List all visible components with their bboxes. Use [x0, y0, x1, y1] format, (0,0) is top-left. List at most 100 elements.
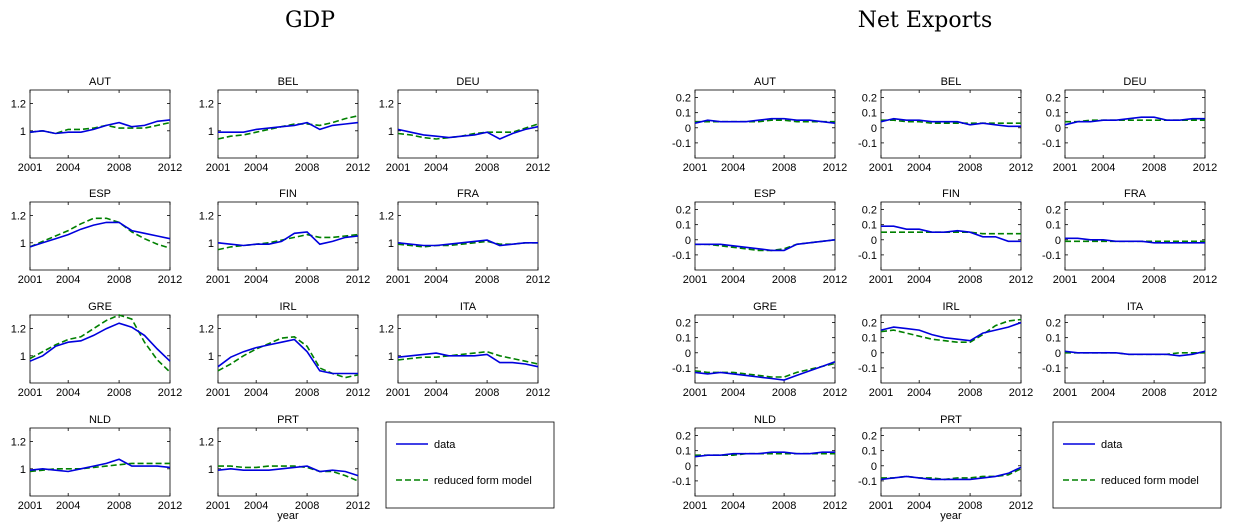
legend-data-label: data — [434, 439, 456, 451]
y-tick-label: 1 — [388, 351, 394, 363]
y-tick-label: 0.2 — [862, 431, 877, 443]
gdp-subplot-bel: BEL 2001 2004 2008 2012 1 1.2 — [199, 76, 371, 174]
y-tick-label: 0 — [871, 461, 877, 473]
y-tick-label: 0.1 — [862, 108, 877, 120]
x-tick-label: 2012 — [158, 500, 182, 512]
x-tick-label: 2004 — [244, 500, 268, 512]
netexports-subplot-gre: GRE 2001 2004 2008 2012 -0.1 0 0.1 0.2 — [672, 301, 847, 399]
axes-frame — [880, 314, 1022, 384]
y-tick-label: 1 — [20, 126, 26, 138]
data-line — [29, 322, 171, 362]
subplot-title: FIN — [942, 188, 960, 200]
netexports-subplot-aut: AUT 2001 2004 2008 2012 -0.1 0 0.1 0.2 — [672, 76, 847, 174]
x-tick-label: 2008 — [772, 162, 796, 174]
x-tick-label: 2008 — [1142, 387, 1166, 399]
y-tick-label: 1 — [388, 126, 394, 138]
axes-frame — [29, 314, 171, 384]
y-tick-label: 0 — [685, 235, 691, 247]
data-line — [694, 361, 836, 381]
x-axis-label: year — [277, 510, 299, 522]
x-tick-label: 2001 — [18, 500, 42, 512]
subplot-title: FRA — [1124, 188, 1147, 200]
x-tick-label: 2004 — [721, 500, 745, 512]
y-tick-label: 1.2 — [11, 99, 26, 111]
x-tick-label: 2012 — [1009, 387, 1033, 399]
axes-frame — [1064, 201, 1206, 271]
x-tick-label: 2004 — [907, 274, 931, 286]
y-tick-label: 0.2 — [676, 205, 691, 217]
model-line — [217, 335, 359, 379]
x-tick-label: 2001 — [206, 162, 230, 174]
y-tick-label: 0 — [1055, 123, 1061, 135]
x-axis-label: year — [940, 510, 962, 522]
x-tick-label: 2001 — [1053, 387, 1077, 399]
x-tick-label: 2004 — [56, 162, 80, 174]
y-tick-label: 1.2 — [379, 211, 394, 223]
y-tick-label: 1.2 — [11, 211, 26, 223]
data-line — [880, 466, 1022, 481]
x-tick-label: 2004 — [244, 162, 268, 174]
x-tick-label: 2012 — [346, 387, 370, 399]
y-tick-label: 0.1 — [676, 446, 691, 458]
axes-frame — [1064, 314, 1206, 384]
x-tick-label: 2008 — [107, 387, 131, 399]
x-tick-label: 2012 — [1193, 274, 1217, 286]
x-tick-label: 2001 — [206, 387, 230, 399]
axes-frame — [217, 427, 359, 497]
y-tick-label: 1.2 — [379, 99, 394, 111]
model-line — [397, 350, 539, 365]
model-line — [694, 362, 836, 378]
gdp-legend: data reduced form model — [385, 421, 555, 509]
y-tick-label: 1 — [388, 238, 394, 250]
data-line — [218, 121, 359, 133]
x-tick-label: 2004 — [56, 387, 80, 399]
x-tick-label: 2008 — [772, 387, 796, 399]
y-tick-label: 0.2 — [676, 318, 691, 330]
y-tick-label: -0.1 — [1042, 363, 1061, 375]
data-line — [217, 231, 359, 247]
y-tick-label: 1 — [208, 351, 214, 363]
axes-frame — [694, 201, 836, 271]
x-tick-label: 2001 — [683, 274, 707, 286]
subplot-title: IRL — [279, 301, 296, 313]
legend-box — [1052, 421, 1222, 509]
x-tick-label: 2001 — [1053, 274, 1077, 286]
y-tick-label: 1.2 — [199, 324, 214, 336]
model-line — [29, 217, 171, 249]
gdp-subplot-prt: PRT 2001 2004 2008 2012 1 1.2 year — [199, 414, 371, 522]
model-line — [880, 318, 1022, 344]
gdp-subplot-nld: NLD 2001 2004 2008 2012 1 1.2 — [11, 414, 183, 512]
data-line — [881, 225, 1021, 243]
x-tick-label: 2012 — [526, 162, 550, 174]
y-tick-label: -0.1 — [672, 363, 691, 375]
x-tick-label: 2008 — [107, 274, 131, 286]
y-tick-label: -0.1 — [672, 138, 691, 150]
x-tick-label: 2004 — [424, 162, 448, 174]
legend-box — [385, 421, 555, 509]
gdp-subplot-irl: IRL 2001 2004 2008 2012 1 1.2 — [199, 301, 371, 399]
y-tick-label: 0.1 — [676, 220, 691, 232]
y-tick-label: 0.1 — [1046, 220, 1061, 232]
x-tick-label: 2012 — [823, 500, 847, 512]
model-line — [881, 231, 1021, 235]
x-tick-label: 2012 — [1009, 274, 1033, 286]
x-tick-label: 2001 — [206, 274, 230, 286]
x-tick-label: 2012 — [823, 387, 847, 399]
y-tick-label: 0.1 — [862, 220, 877, 232]
legend-data-label: data — [1101, 439, 1123, 451]
x-tick-label: 2012 — [158, 162, 182, 174]
subplot-title: FRA — [457, 188, 480, 200]
x-tick-label: 2004 — [721, 162, 745, 174]
x-tick-label: 2012 — [346, 162, 370, 174]
y-tick-label: 0.2 — [1046, 93, 1061, 105]
x-tick-label: 2008 — [958, 162, 982, 174]
x-tick-label: 2008 — [295, 162, 319, 174]
netexports-subplot-nld: NLD 2001 2004 2008 2012 -0.1 0 0.1 0.2 — [672, 414, 847, 512]
data-line — [217, 465, 359, 477]
x-tick-label: 2001 — [18, 162, 42, 174]
axes-frame — [217, 89, 359, 159]
x-tick-label: 2008 — [1142, 162, 1166, 174]
x-tick-label: 2004 — [56, 500, 80, 512]
y-tick-label: 0.1 — [1046, 108, 1061, 120]
y-tick-label: 0.2 — [1046, 318, 1061, 330]
